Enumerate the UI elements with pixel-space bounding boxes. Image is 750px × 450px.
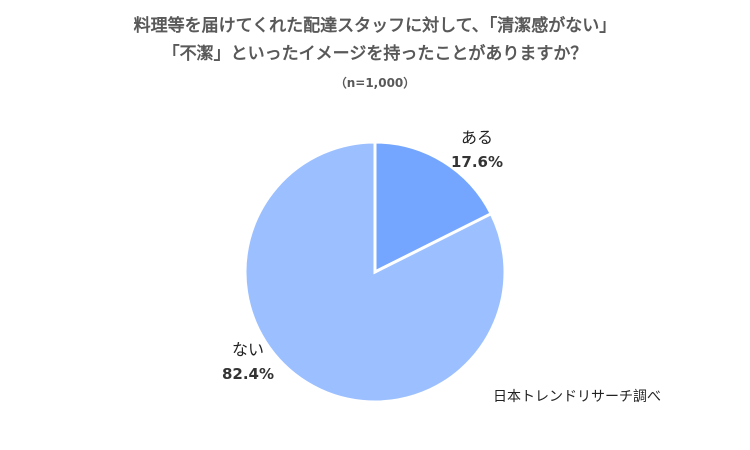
slice-value-aru: 17.6% — [451, 153, 503, 171]
slice-label-nai: ない — [232, 340, 264, 359]
pie-slice-aru — [373, 140, 494, 275]
pie-labels: ある 17.6% ない 82.4% — [222, 128, 503, 383]
slice-value-nai: 82.4% — [222, 365, 274, 383]
chart-subtitle: （n=1,000） — [334, 76, 416, 90]
slice-label-aru: ある — [461, 128, 493, 147]
source-note: 日本トレンドリサーチ調べ — [493, 389, 661, 405]
pie-slices — [243, 140, 507, 404]
chart-title-line-2: 「不潔」といったイメージを持ったことがありますか？ — [162, 44, 588, 64]
chart-title-line-1: 料理等を届けてくれた配達スタッフに対して、「清潔感がない」 — [133, 16, 617, 36]
pie-slice-nai — [243, 140, 507, 404]
